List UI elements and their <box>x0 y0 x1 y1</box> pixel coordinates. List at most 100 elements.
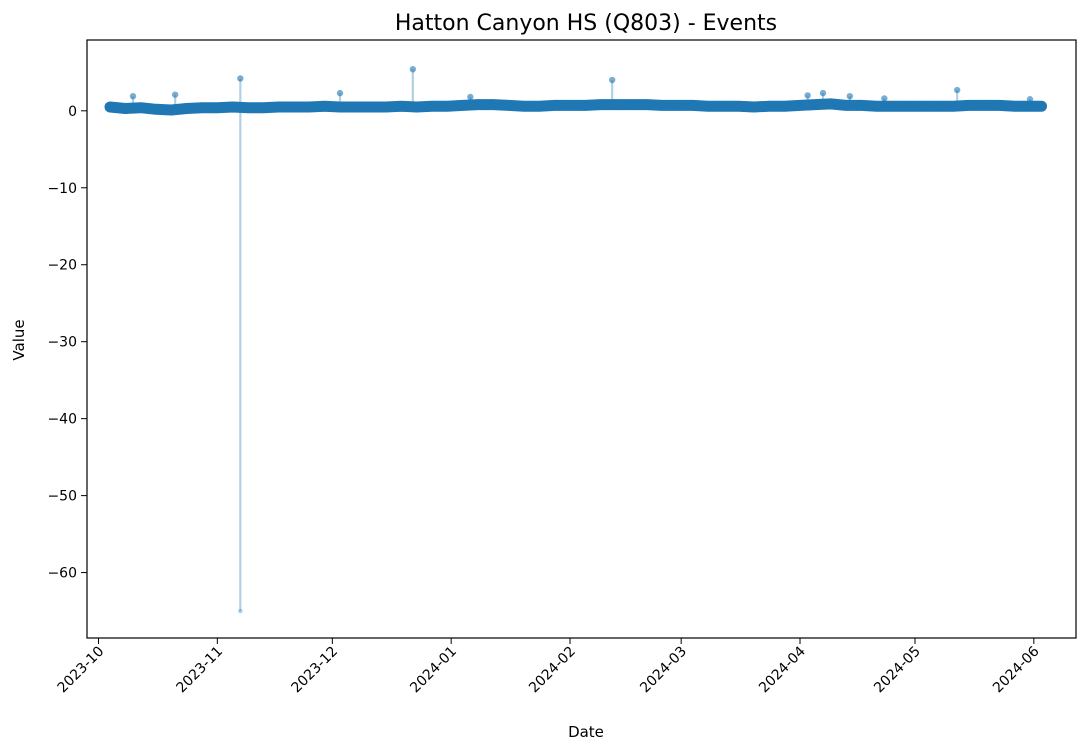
data-point <box>950 103 957 110</box>
plot-area <box>104 66 1047 614</box>
data-point <box>659 102 665 109</box>
data-point <box>843 102 849 109</box>
data-point <box>291 103 297 110</box>
data-point <box>996 102 1003 109</box>
x-tick-label: 2023-10 <box>55 644 108 697</box>
data-point <box>398 103 405 110</box>
data-point <box>306 103 313 110</box>
data-point <box>536 103 543 110</box>
data-point <box>429 103 435 110</box>
data-point <box>582 102 589 109</box>
data-point <box>597 101 604 108</box>
data-point <box>858 102 865 109</box>
x-tick-label: 2024-01 <box>407 644 460 697</box>
data-point <box>781 103 788 110</box>
data-point <box>275 103 282 110</box>
event-peak-marker-8 <box>819 89 827 97</box>
data-point <box>751 103 757 110</box>
event-peak-marker-1 <box>171 91 179 98</box>
data-point <box>199 104 205 111</box>
event-peak-marker-9 <box>846 92 854 100</box>
y-tick-label: −30 <box>47 335 77 351</box>
data-point <box>122 105 129 112</box>
data-point <box>1027 103 1033 110</box>
data-point <box>260 104 267 111</box>
y-tick-label: 0 <box>68 104 77 120</box>
data-point <box>643 101 650 108</box>
data-point <box>413 103 420 110</box>
event-peak-marker-0 <box>129 92 137 100</box>
data-point <box>935 103 941 110</box>
data-point <box>981 102 987 109</box>
data-point <box>490 101 497 108</box>
data-point <box>245 104 251 111</box>
event-low-marker-2 <box>238 608 243 614</box>
chart-title: Hatton Canyon HS (Q803) - Events <box>395 11 777 36</box>
event-peak-marker-10 <box>881 95 888 102</box>
data-point <box>889 103 895 110</box>
data-point <box>229 103 236 110</box>
event-peak-marker-2 <box>237 75 244 82</box>
event-peak-marker-11 <box>953 86 961 94</box>
x-tick-label: 2024-02 <box>526 644 579 697</box>
data-point <box>827 100 834 107</box>
y-tick-label: −10 <box>47 181 77 197</box>
plot-frame <box>86 39 1077 639</box>
data-point <box>107 103 113 110</box>
data-point <box>153 106 159 113</box>
data-point <box>797 102 803 109</box>
x-tick-label: 2024-04 <box>756 643 809 696</box>
data-point <box>321 103 328 110</box>
data-point <box>904 103 911 110</box>
data-point <box>475 101 481 108</box>
x-tick-label: 2023-11 <box>173 644 226 697</box>
data-point <box>567 102 573 109</box>
data-point <box>720 103 727 110</box>
x-tick-label: 2024-05 <box>871 644 924 697</box>
data-point <box>459 102 466 109</box>
y-tick-label: −20 <box>47 258 77 274</box>
y-tick-label: −50 <box>47 489 77 505</box>
x-tick-label: 2023-12 <box>288 644 341 697</box>
x-tick-label: 2024-06 <box>990 643 1043 696</box>
data-point <box>628 101 635 108</box>
y-axis-title: Value <box>10 319 28 360</box>
data-point <box>689 102 696 109</box>
data-point <box>919 103 926 110</box>
data-point <box>521 103 527 110</box>
data-point <box>505 102 512 109</box>
data-point <box>168 107 175 114</box>
data-point <box>367 103 374 110</box>
event-peak-marker-4 <box>409 66 417 73</box>
data-point <box>444 103 451 110</box>
data-point <box>337 103 343 110</box>
x-axis: 2023-10 2023-11 2023-12 2024-01 2024-02 2024-… <box>55 638 1043 696</box>
data-point <box>812 101 819 108</box>
y-tick-label: −40 <box>47 412 77 428</box>
y-tick-label: −60 <box>47 566 77 582</box>
data-point <box>383 103 389 110</box>
data-point <box>352 103 359 110</box>
data-point <box>137 104 144 111</box>
data-point <box>873 103 880 110</box>
data-point <box>551 102 558 109</box>
data-point <box>674 102 681 109</box>
event-peak-marker-5 <box>467 93 474 101</box>
x-tick-label: 2024-03 <box>637 644 690 697</box>
data-point <box>214 104 221 111</box>
event-peak-marker-6 <box>608 76 616 84</box>
data-point <box>735 103 742 110</box>
data-point <box>766 103 773 110</box>
data-point <box>965 102 972 109</box>
x-axis-title: Date <box>568 723 604 741</box>
data-point <box>183 105 190 112</box>
y-axis: 0 −10 −20 −30 −40 −50 −60 <box>47 104 87 582</box>
event-peak-marker-3 <box>336 89 344 97</box>
data-point <box>1011 103 1018 110</box>
data-point <box>705 103 711 110</box>
data-point <box>1038 103 1045 110</box>
event-peak-marker-7 <box>804 92 811 99</box>
data-point <box>613 101 619 108</box>
